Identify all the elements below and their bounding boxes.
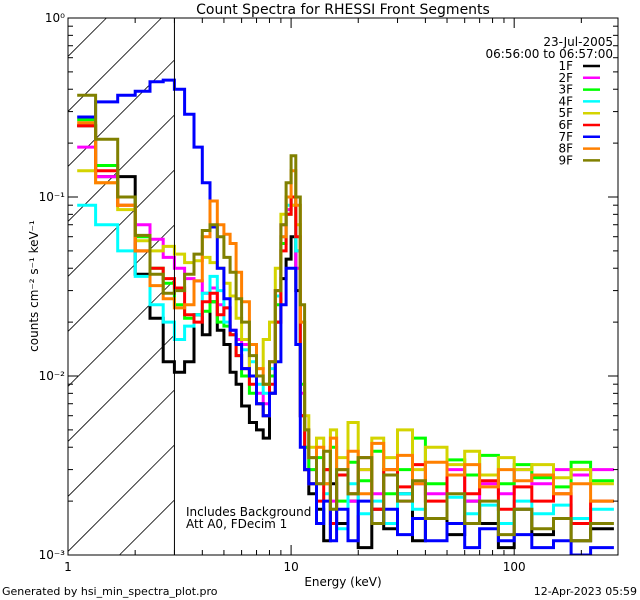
series-line-7F (77, 78, 614, 555)
hatch-line (67, 279, 175, 387)
y-axis-label: counts cm⁻² s⁻¹ keV⁻¹ (27, 220, 41, 352)
x-axis-label: Energy (keV) (304, 575, 381, 589)
hatch-line (67, 334, 175, 442)
legend-label: 2F (558, 71, 573, 85)
hatch-line (67, 17, 107, 57)
hatch-line (67, 59, 175, 167)
legend-label: 1F (558, 59, 573, 73)
hatched-region (67, 17, 175, 556)
annotation-background: Includes Background (186, 505, 311, 519)
plot-frame (67, 17, 619, 556)
hatch-line (67, 169, 175, 277)
series-line-8F (77, 121, 614, 503)
y-tick-label: 10⁰ (45, 11, 65, 25)
x-tick-label: 100 (503, 560, 526, 574)
time-range-label: 06:56:00 to 06:57:00 (486, 47, 613, 61)
legend-label: 3F (558, 83, 573, 97)
series-line-3F (77, 118, 614, 503)
legend-label: 6F (558, 118, 573, 132)
hatch-line (67, 224, 175, 332)
legend-label: 7F (558, 130, 573, 144)
annotation-attenuator: Att A0, FDecim 1 (186, 517, 287, 531)
hatch-line (67, 17, 162, 112)
y-tick-label: 10⁻² (39, 369, 66, 383)
hatch-line (119, 499, 175, 556)
chart-title: Count Spectra for RHESSI Front Segments (196, 2, 490, 18)
hatch-line (67, 444, 175, 552)
legend-label: 4F (558, 94, 573, 108)
series-line-6F (77, 124, 614, 525)
x-tick-label: 10 (283, 560, 298, 574)
y-tick-label: 10⁻¹ (39, 190, 66, 204)
series-line-9F (77, 93, 614, 543)
footer-generated-by: Generated by hsi_min_spectra_plot.pro (2, 585, 218, 598)
legend-label: 9F (558, 153, 573, 167)
x-tick-label: 1 (64, 560, 72, 574)
footer-timestamp: 12-Apr-2023 05:59 (534, 585, 637, 598)
y-tick-label: 10⁻³ (39, 548, 66, 562)
date-label: 23-Jul-2005 (543, 35, 613, 49)
hatch-line (67, 389, 175, 497)
series-line-5F (77, 169, 614, 486)
legend-label: 5F (558, 106, 573, 120)
legend-label: 8F (558, 142, 573, 156)
series-line-2F (77, 145, 614, 503)
